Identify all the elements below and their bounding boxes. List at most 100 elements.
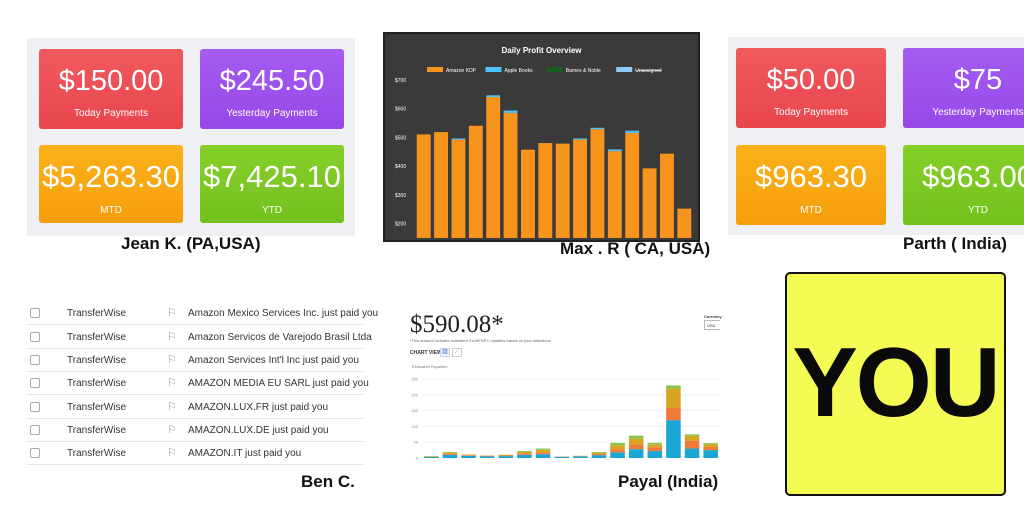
email-row[interactable]: TransferWise ⚐ Amazon Mexico Services In… — [27, 302, 378, 325]
email-row[interactable]: TransferWise ⚐ AMAZON.LUX.FR just paid y… — [27, 396, 363, 419]
y-tick-label: $400 — [395, 164, 406, 170]
flag-icon[interactable]: ⚐ — [167, 377, 177, 389]
chart-view-label: CHART VIEW — [410, 350, 442, 356]
tile-label: MTD — [100, 205, 122, 216]
bar-apple-books — [451, 138, 466, 140]
email-sender: TransferWise — [67, 332, 127, 343]
legend-swatch — [427, 67, 443, 72]
tile-label: YTD — [262, 205, 282, 216]
row-checkbox[interactable] — [30, 332, 40, 342]
flag-icon[interactable]: ⚐ — [167, 401, 177, 413]
email-sender: TransferWise — [67, 308, 127, 319]
line-chart-toggle-button[interactable]: ⟋ — [452, 348, 462, 357]
bar-amazon-kdp — [434, 132, 449, 238]
y-tick-label: 50 — [414, 440, 419, 445]
currency-select[interactable]: USD — [704, 320, 720, 330]
caption-payal: Payal (India) — [618, 472, 719, 491]
row-checkbox[interactable] — [30, 378, 40, 388]
email-row[interactable]: TransferWise ⚐ AMAZON MEDIA EU SARL just… — [27, 372, 369, 395]
row-checkbox[interactable] — [30, 425, 40, 435]
tile-label: Today Payments — [774, 107, 848, 118]
jean-yesterday-tile: $245.50 Yesterday Payments — [200, 49, 344, 129]
row-checkbox[interactable] — [30, 448, 40, 458]
row-checkbox[interactable] — [30, 402, 40, 412]
tile-label: Yesterday Payments — [226, 108, 318, 119]
flag-icon[interactable]: ⚐ — [167, 354, 177, 366]
bar-amazon-kdp — [486, 97, 501, 238]
jean-ytd-tile: $7,425.10 YTD — [200, 145, 344, 223]
y-tick-label: $600 — [395, 107, 406, 113]
stacked-bar-segment — [666, 388, 681, 408]
chart-title: Daily Profit Overview — [501, 46, 582, 55]
you-highlight-box: YOU — [785, 272, 1006, 496]
email-sender: TransferWise — [67, 402, 127, 413]
stacked-bar-segment — [703, 450, 718, 458]
stacked-bar-segment — [647, 442, 663, 445]
email-row[interactable]: TransferWise ⚐ Amazon Servicos de Varejo… — [27, 326, 372, 349]
bar-amazon-kdp — [503, 112, 518, 238]
caption-parth: Parth ( India) — [903, 234, 1007, 253]
bar-apple-books — [503, 110, 518, 113]
stacked-bar-segment — [591, 455, 607, 458]
stacked-bar-segment — [647, 451, 663, 458]
stacked-bar-segment — [591, 452, 607, 453]
bar-amazon-kdp — [573, 139, 588, 238]
tile-amount: $75 — [953, 64, 1003, 96]
bar-chart-toggle-button[interactable]: ▥ — [440, 348, 450, 357]
stacked-bar-segment — [573, 456, 588, 458]
bar-amazon-kdp — [607, 151, 622, 238]
stacked-bar-segment — [610, 452, 625, 458]
email-row[interactable]: TransferWise ⚐ Amazon Services Int'l Inc… — [27, 349, 363, 372]
row-checkbox[interactable] — [30, 355, 40, 365]
flag-icon[interactable]: ⚐ — [167, 447, 177, 459]
y-tick-label: 100 — [411, 424, 418, 429]
stacked-bar-segment — [610, 445, 625, 450]
bar-apple-books — [486, 95, 501, 98]
stacked-bar-segment — [442, 453, 458, 455]
stacked-bar-segment — [628, 449, 644, 458]
email-subject: AMAZON.IT just paid you — [188, 448, 302, 459]
email-subject: AMAZON.LUX.FR just paid you — [188, 402, 329, 413]
tile-amount: $7,425.10 — [203, 159, 341, 194]
bar-amazon-kdp — [555, 143, 570, 238]
flag-icon[interactable]: ⚐ — [167, 307, 177, 319]
bar-amazon-kdp — [451, 139, 466, 238]
max-profit-chart-panel: Daily Profit Overview Amazon KDP Apple Boo… — [383, 32, 700, 242]
stacked-bar-segment — [479, 455, 495, 457]
email-subject: Amazon Mexico Services Inc. just paid yo… — [188, 308, 379, 319]
stacked-bar-segment — [684, 440, 700, 449]
stacked-bar-segment — [442, 452, 458, 454]
legend-swatch — [546, 67, 563, 72]
email-subject: AMAZON MEDIA EU SARL just paid you — [188, 378, 369, 389]
stacked-bar-segment — [684, 435, 700, 441]
row-checkbox[interactable] — [30, 308, 40, 318]
stacked-bar-segment — [684, 448, 700, 458]
y-tick-label: $300 — [395, 193, 406, 199]
email-subject: Amazon Services Int'l Inc just paid you — [188, 355, 359, 366]
stacked-bar-segment — [628, 435, 644, 439]
bar-amazon-kdp — [659, 153, 674, 238]
legend-swatch — [485, 67, 502, 72]
legend-label: Barnes & Noble — [566, 68, 601, 74]
stacked-bar-segment — [517, 453, 532, 455]
email-subject: AMAZON.LUX.DE just paid you — [188, 425, 329, 436]
legend-swatch — [616, 67, 633, 72]
flag-icon[interactable]: ⚐ — [167, 331, 177, 343]
email-sender: TransferWise — [67, 378, 127, 389]
stacked-bar-segment — [461, 455, 476, 458]
stacked-bar-segment — [591, 452, 607, 454]
email-row[interactable]: TransferWise ⚐ AMAZON.LUX.DE just paid y… — [27, 419, 363, 442]
email-row[interactable]: TransferWise ⚐ AMAZON.IT just paid you — [27, 442, 363, 465]
jean-mtd-tile: $5,263.30 MTD — [39, 145, 183, 223]
caption-jean: Jean K. (PA,USA) — [121, 234, 261, 253]
y-tick-label: $500 — [395, 135, 406, 141]
stacked-bar-segment — [442, 452, 458, 453]
y-tick-label: 200 — [411, 392, 418, 397]
stacked-bar-segment — [628, 444, 644, 450]
bar-amazon-kdp — [520, 149, 535, 238]
flag-icon[interactable]: ⚐ — [167, 424, 177, 436]
tile-amount: $963.30 — [754, 159, 868, 194]
bar-amazon-kdp — [677, 208, 692, 238]
stacked-bar-segment — [647, 447, 663, 452]
stacked-bar-segment — [703, 446, 718, 451]
